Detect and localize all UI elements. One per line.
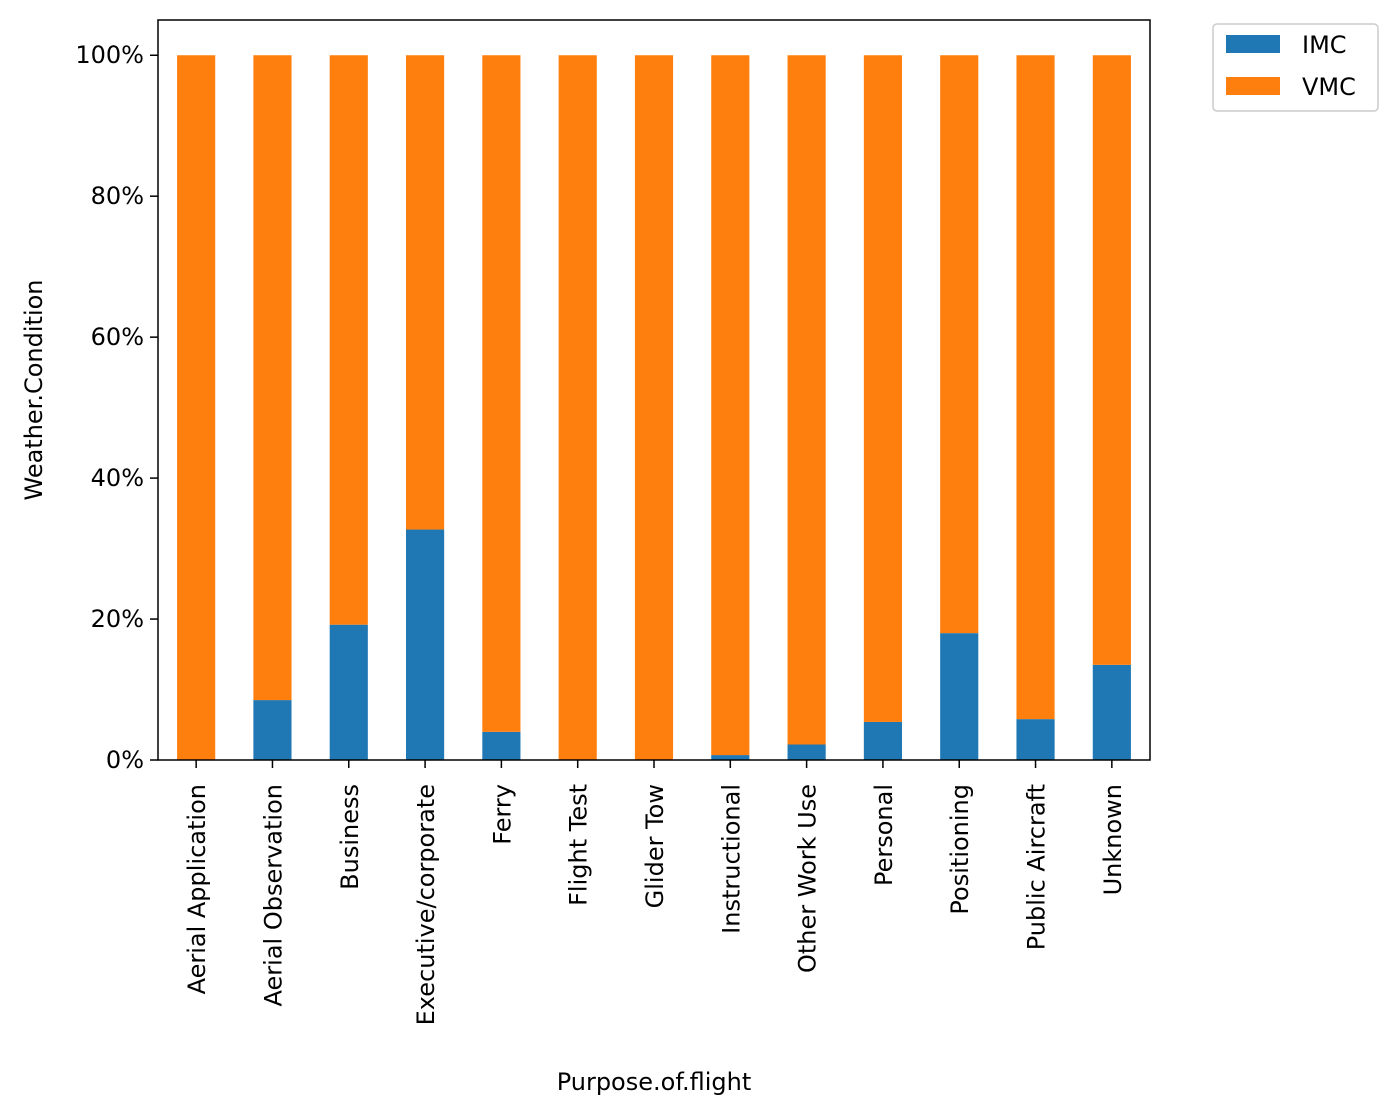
bar-vmc-1 <box>253 55 292 701</box>
legend-label-imc: IMC <box>1302 31 1347 59</box>
bar-imc-1 <box>253 700 292 760</box>
bar-imc-9 <box>863 721 902 760</box>
bar-imc-10 <box>940 633 979 760</box>
legend: IMC VMC <box>1212 23 1379 112</box>
bar-vmc-7 <box>711 55 750 756</box>
bar-vmc-3 <box>406 55 445 530</box>
bar-vmc-8 <box>787 55 826 745</box>
bar-vmc-9 <box>863 55 902 722</box>
x-tick-label: Instructional <box>717 784 745 934</box>
x-axis-label: Purpose.of.flight <box>557 1068 752 1096</box>
x-axis: Aerial Application Aerial Observation Busi… <box>183 760 1127 1025</box>
y-axis-label: Weather.Condition <box>20 279 48 500</box>
bar-vmc-2 <box>329 55 368 625</box>
x-tick-label: Glider Tow <box>641 784 669 908</box>
bar-vmc-10 <box>940 55 979 634</box>
y-tick-label: 60% <box>91 323 144 351</box>
y-tick-label: 20% <box>91 605 144 633</box>
x-tick-label: Business <box>336 784 364 890</box>
bars-group <box>177 55 1131 761</box>
y-axis: 0% 20% 40% 60% 80% 100% <box>75 41 158 774</box>
bar-imc-3 <box>406 529 445 760</box>
bar-vmc-5 <box>558 55 597 761</box>
legend-label-vmc: VMC <box>1302 73 1356 101</box>
bar-imc-4 <box>482 731 521 760</box>
x-tick-label: Ferry <box>488 784 516 845</box>
bar-imc-8 <box>787 744 826 760</box>
bar-imc-2 <box>329 624 368 760</box>
y-tick-label: 0% <box>106 746 144 774</box>
bar-vmc-12 <box>1092 55 1131 665</box>
x-tick-label: Flight Test <box>565 784 593 906</box>
x-tick-label: Positioning <box>946 784 974 915</box>
x-tick-label: Aerial Observation <box>259 784 287 1006</box>
legend-swatch-vmc <box>1226 77 1280 95</box>
bar-imc-11 <box>1016 719 1055 760</box>
bar-imc-7 <box>711 755 750 760</box>
bar-vmc-6 <box>634 55 674 761</box>
x-tick-label: Aerial Application <box>183 784 211 994</box>
x-tick-label: Public Aircraft <box>1023 784 1051 950</box>
bar-vmc-4 <box>482 55 521 732</box>
x-tick-label: Unknown <box>1099 784 1127 895</box>
bar-vmc-0 <box>177 55 216 761</box>
y-tick-label: 80% <box>91 182 144 210</box>
y-tick-label: 40% <box>91 464 144 492</box>
x-tick-label: Other Work Use <box>794 784 822 973</box>
bar-vmc-11 <box>1016 55 1055 720</box>
x-tick-label: Executive/corporate <box>412 784 440 1025</box>
x-tick-label: Personal <box>870 784 898 886</box>
bar-imc-12 <box>1092 664 1131 760</box>
legend-swatch-imc <box>1226 35 1280 53</box>
y-tick-label: 100% <box>75 41 144 69</box>
